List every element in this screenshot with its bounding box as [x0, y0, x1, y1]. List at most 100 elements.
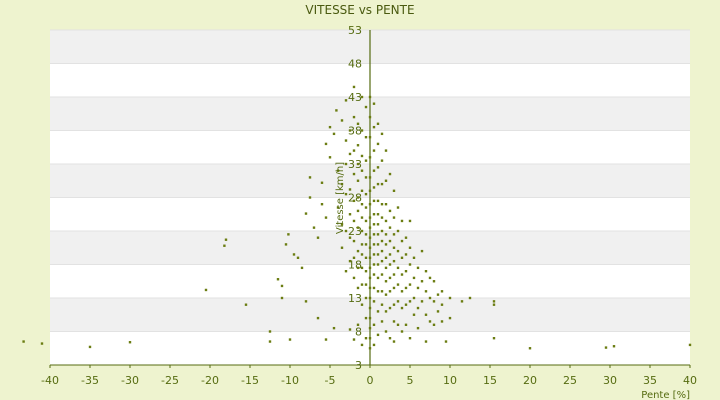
x-tick-label: -20 — [201, 374, 219, 387]
data-point — [380, 290, 384, 293]
data-point — [416, 326, 420, 330]
x-tick-label: 35 — [643, 374, 657, 387]
data-point — [348, 328, 352, 331]
data-point — [444, 340, 448, 343]
data-point — [380, 216, 384, 219]
data-point — [404, 270, 408, 273]
data-point — [412, 313, 416, 316]
data-point — [348, 152, 352, 156]
data-point — [352, 149, 356, 152]
y-tick-label: 28 — [348, 192, 362, 205]
data-point — [380, 203, 384, 206]
data-point — [392, 340, 396, 343]
data-point — [396, 283, 400, 286]
data-point — [88, 345, 92, 349]
data-point — [420, 249, 424, 253]
x-tick-label: 10 — [443, 374, 457, 387]
data-point — [388, 253, 392, 256]
data-point — [468, 296, 472, 300]
data-point — [380, 132, 384, 136]
data-point — [388, 209, 392, 213]
data-point — [396, 249, 400, 253]
data-point — [364, 243, 368, 246]
data-point — [368, 337, 372, 340]
data-point — [336, 169, 340, 172]
data-point — [344, 162, 348, 166]
y-tick-label: 38 — [348, 125, 362, 138]
data-point — [408, 337, 412, 340]
data-point — [388, 276, 392, 280]
data-point — [348, 129, 352, 132]
data-point — [380, 273, 384, 276]
data-point — [372, 169, 376, 172]
data-point — [364, 136, 368, 139]
data-point — [340, 246, 344, 249]
data-point — [392, 189, 396, 192]
data-point — [344, 192, 348, 196]
data-point — [364, 337, 368, 340]
data-point — [368, 189, 372, 192]
data-point — [396, 323, 400, 326]
data-point — [22, 340, 25, 343]
data-point — [352, 276, 356, 280]
y-tick-label: 3 — [355, 359, 362, 372]
data-point — [335, 109, 338, 112]
data-points — [22, 85, 692, 350]
x-tick-label: -5 — [325, 374, 336, 387]
data-point — [352, 199, 356, 203]
data-point — [380, 259, 384, 263]
y-tick-label: 13 — [348, 292, 362, 305]
data-point — [364, 219, 368, 223]
data-point — [376, 213, 380, 216]
data-point — [372, 223, 376, 226]
data-point — [312, 226, 316, 229]
data-point — [384, 293, 388, 296]
data-point — [428, 320, 432, 323]
data-point — [372, 253, 376, 256]
data-point — [376, 310, 380, 313]
data-point — [364, 256, 368, 259]
data-point — [400, 219, 404, 223]
data-point — [356, 266, 360, 270]
data-point — [400, 239, 404, 243]
data-point — [400, 256, 404, 259]
data-point — [344, 270, 348, 273]
x-tick-label: 30 — [603, 374, 617, 387]
data-point — [448, 316, 452, 320]
data-point — [223, 244, 226, 247]
data-point — [604, 346, 608, 349]
x-tick-label: -30 — [121, 374, 139, 387]
data-point — [404, 303, 408, 306]
data-point — [392, 246, 396, 249]
data-point — [40, 342, 44, 345]
data-point — [352, 172, 356, 176]
data-point — [396, 206, 400, 209]
data-point — [332, 326, 336, 330]
data-point — [436, 293, 440, 296]
data-point — [204, 288, 208, 292]
data-point — [344, 139, 348, 142]
data-point — [492, 303, 496, 306]
data-point — [388, 239, 392, 243]
x-tick-label: -25 — [161, 374, 179, 387]
y-tick-label: 48 — [348, 58, 362, 71]
data-point — [416, 306, 420, 310]
data-point — [364, 105, 368, 109]
data-point — [360, 303, 364, 306]
data-point — [380, 239, 384, 243]
data-point — [384, 266, 388, 270]
data-point — [352, 338, 356, 341]
data-point — [352, 256, 356, 259]
data-point — [424, 313, 428, 316]
x-tick-labels: -40 -35 -30 -25 -20 -15 -10 -5 0 5 10 15 20 25 30 35 40 — [41, 365, 697, 387]
data-point — [352, 115, 356, 119]
data-point — [372, 149, 376, 152]
data-point — [428, 276, 432, 280]
data-point — [372, 286, 376, 290]
data-point — [404, 236, 408, 239]
data-point — [128, 341, 132, 344]
data-point — [372, 199, 376, 203]
data-point — [348, 188, 352, 191]
x-tick-label: 20 — [523, 374, 537, 387]
data-point — [356, 122, 360, 125]
